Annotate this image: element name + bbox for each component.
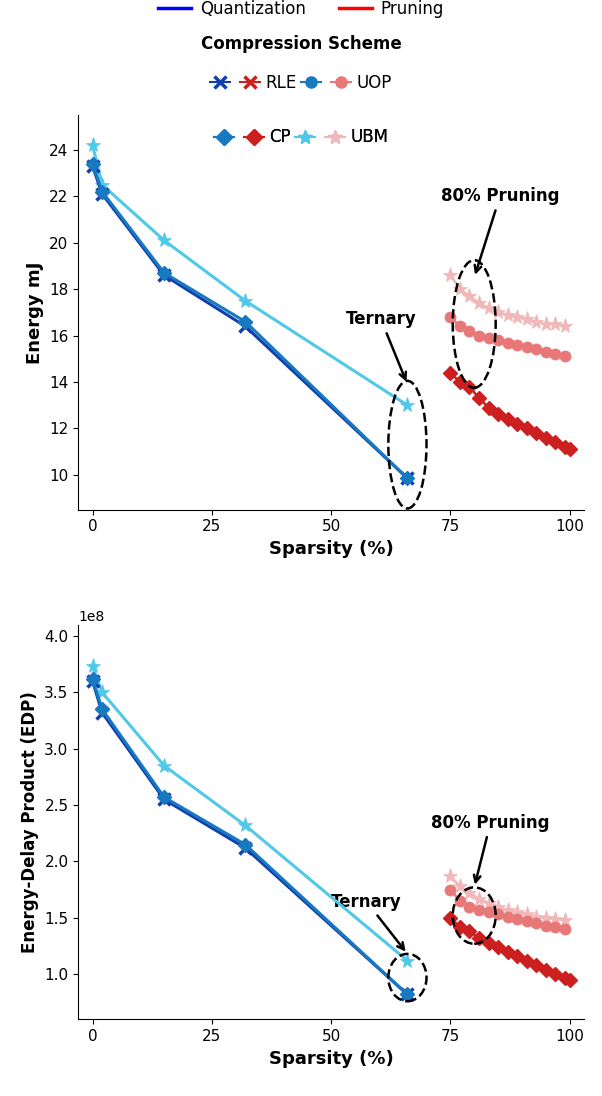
Text: 80% Pruning: 80% Pruning bbox=[441, 187, 559, 272]
Text: Ternary: Ternary bbox=[346, 310, 416, 379]
Y-axis label: Energy mJ: Energy mJ bbox=[26, 261, 43, 364]
Text: Compression Scheme: Compression Scheme bbox=[200, 35, 402, 54]
Text: Ternary: Ternary bbox=[331, 892, 404, 949]
X-axis label: Sparsity (%): Sparsity (%) bbox=[268, 1050, 394, 1068]
X-axis label: Sparsity (%): Sparsity (%) bbox=[268, 540, 394, 558]
Text: 80% Pruning: 80% Pruning bbox=[431, 813, 550, 882]
Legend: , CP, , UBM: , CP, , UBM bbox=[207, 122, 395, 153]
Y-axis label: Energy-Delay Product (EDP): Energy-Delay Product (EDP) bbox=[20, 692, 39, 952]
